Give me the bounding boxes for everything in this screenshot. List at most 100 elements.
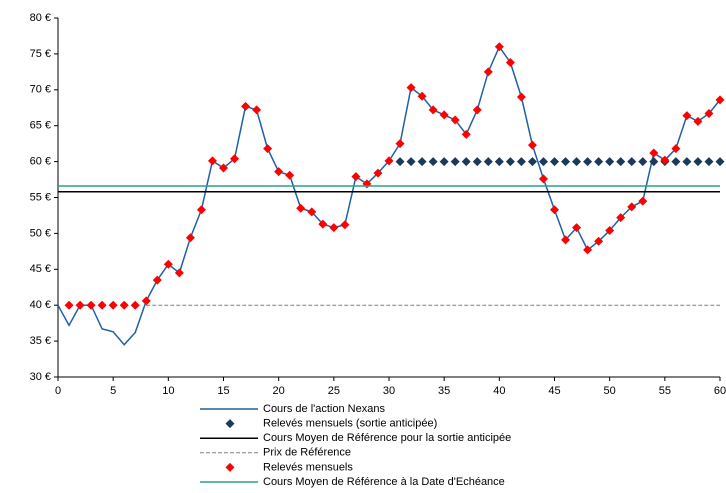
marker <box>561 235 571 245</box>
legend-label: Relevés mensuels <box>263 461 353 473</box>
marker <box>439 157 449 167</box>
y-tick-label: 60 € <box>30 156 51 168</box>
marker <box>461 157 471 167</box>
marker <box>516 92 526 102</box>
marker <box>583 157 593 167</box>
marker <box>450 157 460 167</box>
marker <box>307 207 317 217</box>
marker <box>395 139 405 149</box>
marker <box>693 157 703 167</box>
marker <box>572 157 582 167</box>
legend-label: Cours Moyen de Référence pour la sortie … <box>263 432 511 444</box>
marker <box>417 91 427 101</box>
marker <box>130 300 140 310</box>
y-tick-label: 75 € <box>30 48 51 60</box>
marker <box>461 129 471 139</box>
marker <box>594 236 604 246</box>
marker <box>527 157 537 167</box>
marker <box>671 144 681 154</box>
marker <box>638 157 648 167</box>
marker <box>207 156 217 166</box>
y-tick-label: 30 € <box>30 371 51 383</box>
marker <box>483 157 493 167</box>
marker <box>450 115 460 125</box>
x-tick-label: 60 <box>714 385 726 397</box>
marker <box>384 156 394 166</box>
marker <box>472 105 482 115</box>
marker <box>152 275 162 285</box>
marker <box>428 157 438 167</box>
marker <box>75 300 85 310</box>
marker <box>671 157 681 167</box>
marker <box>417 157 427 167</box>
marker <box>318 219 328 229</box>
legend-label: Prix de Référence <box>263 447 351 459</box>
marker <box>494 42 504 52</box>
marker <box>340 220 350 230</box>
marker <box>616 157 626 167</box>
marker <box>704 108 714 118</box>
marker <box>406 83 416 93</box>
marker <box>594 157 604 167</box>
x-tick-label: 35 <box>438 385 450 397</box>
marker <box>494 157 504 167</box>
marker <box>230 154 240 164</box>
marker <box>682 111 692 121</box>
marker <box>550 205 559 215</box>
y-tick-label: 55 € <box>30 191 51 203</box>
marker <box>572 223 582 233</box>
marker <box>704 157 714 167</box>
y-tick-label: 35 € <box>30 335 51 347</box>
marker <box>660 155 670 165</box>
marker <box>351 172 361 182</box>
legend-label: Cours de l'action Nexans <box>263 403 385 415</box>
marker <box>219 163 228 173</box>
marker <box>373 168 383 178</box>
x-tick-label: 0 <box>55 385 61 397</box>
marker <box>439 110 449 120</box>
marker <box>649 157 659 167</box>
legend-symbol <box>225 419 235 429</box>
marker <box>649 148 659 158</box>
marker <box>185 233 195 243</box>
marker <box>538 157 548 167</box>
y-tick-label: 50 € <box>30 227 51 239</box>
marker <box>329 223 339 233</box>
marker <box>583 245 593 255</box>
marker <box>527 140 537 150</box>
marker <box>693 116 703 126</box>
y-tick-label: 40 € <box>30 299 51 311</box>
marker <box>715 157 725 167</box>
marker <box>263 144 273 154</box>
marker <box>108 300 118 310</box>
marker <box>550 157 559 167</box>
marker <box>163 259 173 269</box>
marker <box>196 205 206 215</box>
x-tick-label: 50 <box>604 385 616 397</box>
marker <box>561 157 571 167</box>
y-tick-label: 80 € <box>30 12 51 24</box>
marker <box>241 101 251 111</box>
x-tick-label: 30 <box>383 385 395 397</box>
marker <box>86 300 96 310</box>
marker <box>472 157 482 167</box>
marker <box>605 157 615 167</box>
legend-symbol <box>225 462 235 472</box>
marker <box>119 300 129 310</box>
x-tick-label: 15 <box>217 385 229 397</box>
x-tick-label: 55 <box>659 385 671 397</box>
y-tick-label: 70 € <box>30 84 51 96</box>
marker <box>505 157 515 167</box>
marker <box>505 58 515 68</box>
marker <box>516 157 526 167</box>
marker <box>428 105 438 115</box>
marker <box>605 226 615 236</box>
marker <box>627 157 637 167</box>
y-tick-label: 45 € <box>30 263 51 275</box>
marker <box>616 213 626 223</box>
marker <box>627 202 637 212</box>
x-tick-label: 45 <box>548 385 560 397</box>
marker <box>406 157 416 167</box>
series-line <box>57 45 721 346</box>
x-tick-label: 40 <box>493 385 505 397</box>
